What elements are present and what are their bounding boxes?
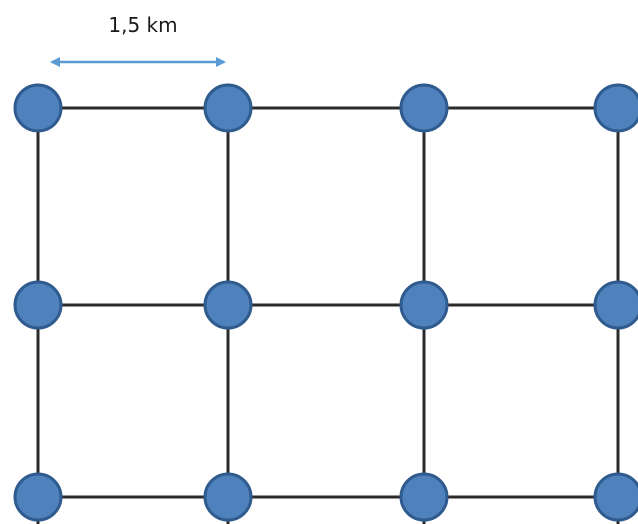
intersection-node-r1-c3 [399,83,449,133]
intersection-node-r1-c1 [13,83,63,133]
intersection-node-r1-c4 [593,83,638,133]
intersection-node-r3-c4 [593,472,638,522]
intersection-node-r2-c4 [593,280,638,330]
intersection-node-r2-c3 [399,280,449,330]
scale-indicator: 1,5 km [50,13,226,67]
intersection-node-r1-c2 [203,83,253,133]
grid-nodes [13,83,638,522]
intersection-node-r3-c3 [399,472,449,522]
scale-label: 1,5 km [108,13,177,37]
intersection-node-r3-c1 [13,472,63,522]
intersection-node-r3-c2 [203,472,253,522]
intersection-node-r2-c1 [13,280,63,330]
grid-lines [36,106,638,524]
intersection-node-r2-c2 [203,280,253,330]
